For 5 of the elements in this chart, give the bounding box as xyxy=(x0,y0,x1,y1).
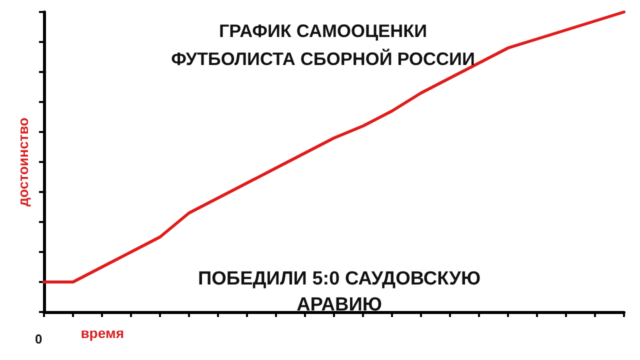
y-axis-title: достоинство xyxy=(15,118,31,206)
x-axis-title: время xyxy=(80,325,124,341)
text: 0 xyxy=(35,332,42,346)
annotation: ПОБЕДИЛИ 5:0 САУДОВСКУЮ АРАВИЮ xyxy=(198,268,481,316)
text: ГРАФИК САМООЦЕНКИ ФУТБОЛИСТА СБОРНОЙ РОССИИ xyxy=(171,21,475,69)
